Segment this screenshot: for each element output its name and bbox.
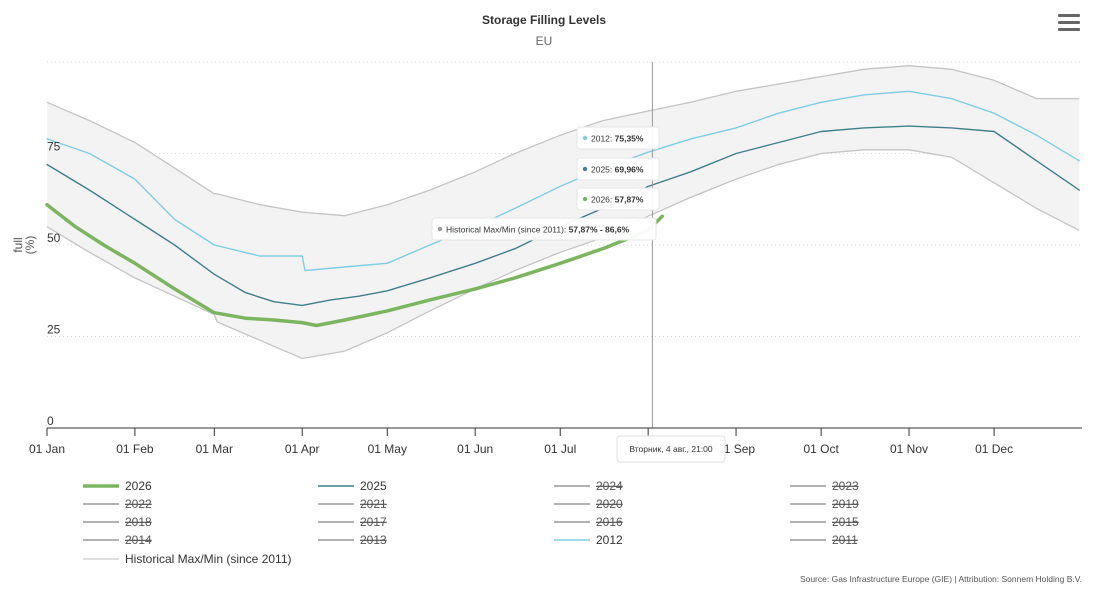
x-tick-label: 01 Jul bbox=[544, 442, 576, 456]
legend-label: 2015 bbox=[832, 515, 859, 529]
legend-item-2025[interactable]: 2025 bbox=[318, 479, 387, 493]
legend-item-2015[interactable]: 2015 bbox=[790, 515, 859, 529]
chart-subtitle: EU bbox=[536, 34, 553, 48]
legend-label: 2017 bbox=[360, 515, 387, 529]
y-tick-label: 75 bbox=[47, 140, 61, 154]
date-tooltip-box bbox=[616, 435, 726, 463]
x-axis: 01 Jan 01 Feb 01 Mar 01 Apr 01 May 01 Jun 01 J… bbox=[29, 427, 1082, 456]
legend-item-2019[interactable]: 2019 bbox=[790, 497, 859, 511]
legend-label: 2020 bbox=[596, 497, 623, 511]
tooltip-text: 2012: 75,35% bbox=[591, 134, 644, 144]
hamburger-menu-icon[interactable] bbox=[1058, 14, 1080, 32]
x-tick-label: 01 Oct bbox=[803, 442, 839, 456]
tooltip-item-2012: 2012: 75,35% bbox=[576, 126, 660, 150]
legend-item-2013[interactable]: 2013 bbox=[318, 533, 387, 547]
legend-item-2021[interactable]: 2021 bbox=[318, 497, 387, 511]
tooltip-marker bbox=[437, 226, 443, 232]
legend-label: 2022 bbox=[125, 497, 152, 511]
x-tick-label: 01 May bbox=[368, 442, 407, 456]
y-tick-label: 25 bbox=[47, 323, 61, 337]
tooltip-text: Historical Max/Min (since 2011): 57,87% … bbox=[446, 225, 630, 235]
x-tick-label: 01 Dec bbox=[975, 442, 1013, 456]
legend-label: 2023 bbox=[832, 479, 859, 493]
tooltip-marker bbox=[582, 166, 588, 172]
legend-label: 2021 bbox=[360, 497, 387, 511]
x-tick-label: 01 Jan bbox=[29, 442, 65, 456]
x-tick-label: 01 Feb bbox=[116, 442, 154, 456]
legend-item-2016[interactable]: 2016 bbox=[554, 515, 623, 529]
tooltip-marker bbox=[582, 135, 588, 141]
legend-item-2012[interactable]: 2012 bbox=[554, 533, 623, 547]
legend-item-2014[interactable]: 2014 bbox=[83, 533, 152, 547]
tooltip-text: 2026: 57,87% bbox=[591, 195, 644, 205]
legend-item-2018[interactable]: 2018 bbox=[83, 515, 152, 529]
legend-label: 2019 bbox=[832, 497, 859, 511]
band-min-line bbox=[46, 149, 1080, 360]
y-tick-label: 0 bbox=[47, 414, 54, 428]
legend-label: 2024 bbox=[596, 479, 623, 493]
x-tick-label: 01 Nov bbox=[890, 442, 928, 456]
legend-label: 2012 bbox=[596, 533, 623, 547]
y-axis-title: full(%) bbox=[11, 236, 37, 255]
legend-item-2023[interactable]: 2023 bbox=[790, 479, 859, 493]
y-axis-ticks: 0 25 50 75 bbox=[47, 140, 61, 429]
legend-item-2020[interactable]: 2020 bbox=[554, 497, 623, 511]
tooltip-box bbox=[576, 126, 660, 150]
tooltip-item-2026: 2026: 57,87% bbox=[576, 187, 660, 211]
legend-label: 2016 bbox=[596, 515, 623, 529]
legend-item-2024[interactable]: 2024 bbox=[554, 479, 623, 493]
band-area bbox=[47, 65, 1080, 359]
historical-band bbox=[46, 65, 1080, 360]
series-line-2012[interactable] bbox=[46, 90, 1080, 272]
tooltip-box bbox=[431, 217, 657, 241]
legend-item-2022[interactable]: 2022 bbox=[83, 497, 152, 511]
series-line-2026[interactable] bbox=[45, 202, 665, 328]
legend-label: 2013 bbox=[360, 533, 387, 547]
x-tick-label: 01 Sep bbox=[717, 442, 755, 456]
tooltip-text: 2025: 69,96% bbox=[591, 165, 644, 175]
series-lines bbox=[45, 62, 1080, 428]
legend-label: 2014 bbox=[125, 533, 152, 547]
y-axis-label: full(%) bbox=[11, 236, 37, 255]
legend: 2026 2025 2024 2023 2022 2021 2020 2019 2018 2017… bbox=[83, 479, 859, 566]
legend-label: Historical Max/Min (since 2011) bbox=[125, 552, 292, 566]
legend-label: 2011 bbox=[832, 533, 858, 547]
tooltip-box bbox=[576, 157, 660, 181]
legend-label: 2018 bbox=[125, 515, 152, 529]
tooltip-item-Historical Max/Min (since 2011): Historical Max/Min (since 2011): 57,87% … bbox=[431, 217, 657, 241]
tooltip: 2012: 75,35% 2025: 69,96% 2026: 57,87% Hist… bbox=[431, 126, 726, 463]
chart-title: Storage Filling Levels bbox=[482, 13, 606, 27]
legend-label: 2026 bbox=[125, 479, 152, 493]
tooltip-marker bbox=[582, 196, 588, 202]
y-tick-label: 50 bbox=[47, 231, 61, 245]
tooltip-box bbox=[576, 187, 660, 211]
legend-label: 2025 bbox=[360, 479, 387, 493]
tooltip-item-2025: 2025: 69,96% bbox=[576, 157, 660, 181]
source-credit[interactable]: Source: Gas Infrastructure Europe (GIE) … bbox=[800, 574, 1082, 584]
x-tick-label: 01 Mar bbox=[196, 442, 233, 456]
legend-item-historical-max-min-since-2011-[interactable]: Historical Max/Min (since 2011) bbox=[83, 552, 292, 566]
legend-item-2011[interactable]: 2011 bbox=[790, 533, 858, 547]
series-line-2025[interactable] bbox=[46, 125, 1080, 307]
x-tick-label: 01 Apr bbox=[285, 442, 320, 456]
x-tick-label: 01 Jun bbox=[457, 442, 493, 456]
date-tooltip-label: Вторник, 4 авг., 21:00 bbox=[629, 444, 713, 454]
band-max-line bbox=[46, 65, 1080, 217]
crosshair-date-tooltip: Вторник, 4 авг., 21:00 bbox=[616, 435, 726, 463]
legend-item-2017[interactable]: 2017 bbox=[318, 515, 387, 529]
legend-item-2026[interactable]: 2026 bbox=[83, 479, 152, 493]
